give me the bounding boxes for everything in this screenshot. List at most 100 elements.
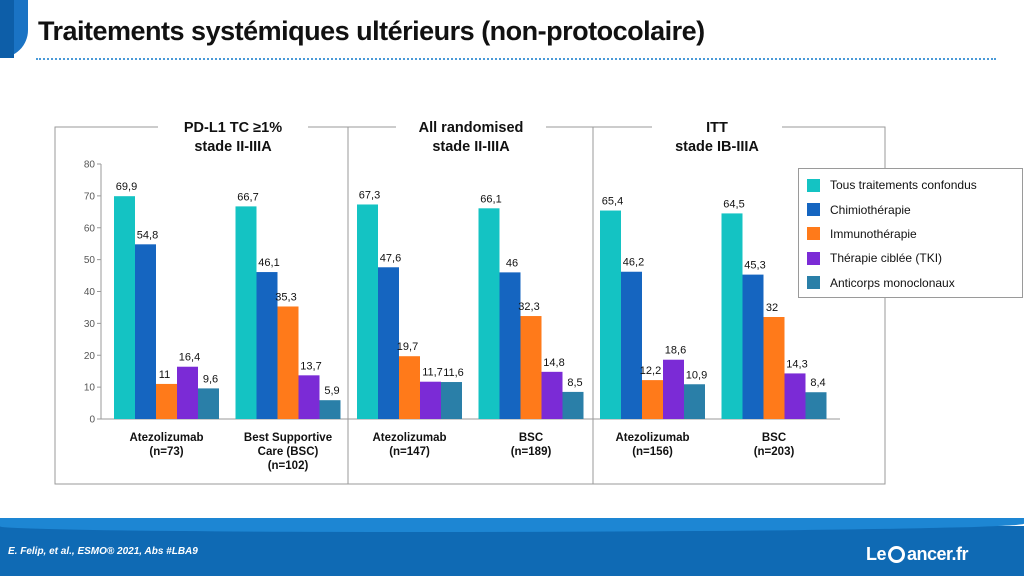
x-category-label: (n=73)	[149, 446, 183, 458]
legend-swatch	[807, 227, 820, 241]
x-category-label: (n=156)	[632, 446, 673, 458]
data-label: 65,4	[602, 196, 623, 208]
bars	[114, 196, 827, 419]
data-label: 66,1	[480, 193, 501, 205]
bar-3-cat-2	[277, 306, 299, 419]
x-category-label: Atezolizumab	[615, 432, 689, 444]
legend: Tous traitements confondus Chimiothérapie…	[798, 168, 1023, 298]
data-label: 46,2	[623, 257, 644, 269]
citation: E. Felip, et al., ESMO® 2021, Abs #LBA9	[8, 546, 198, 557]
bar-5-cat-5	[684, 384, 705, 419]
group-header-line2: stade IB-IIIA	[675, 139, 759, 155]
legend-label: Chimiothérapie	[830, 202, 911, 217]
bar-4-cat-4	[541, 371, 563, 419]
bar-5-cat-2	[319, 400, 341, 419]
data-label: 35,3	[275, 291, 296, 303]
data-label: 69,9	[116, 181, 137, 193]
x-category-label: BSC	[519, 432, 543, 444]
legend-label: Thérapie ciblée (TKI)	[830, 251, 943, 266]
data-label: 11	[159, 369, 170, 381]
group-header-mask	[396, 119, 546, 135]
x-axis-labels: Atezolizumab (n=73) Best Supportive Care (B…	[129, 432, 794, 472]
data-label: 11,7	[422, 367, 443, 379]
bar-5-cat-3	[441, 382, 462, 419]
group-header-line1: All randomised	[419, 120, 524, 136]
legend-item: Tous traitements confondus	[807, 173, 1022, 197]
bar-5-cat-4	[562, 391, 584, 419]
x-category-label: Atezolizumab	[372, 432, 446, 444]
legend-label: Immunothérapie	[830, 226, 917, 241]
bar-3-cat-6	[763, 317, 785, 419]
bar-4-cat-2	[298, 375, 320, 419]
y-axis: 0 10 20 30 40 50 60 70 80	[84, 160, 840, 426]
bar-2-cat-4	[499, 272, 521, 419]
y-tick-label: 40	[84, 287, 96, 298]
y-tick-label: 20	[84, 351, 96, 362]
group-header-mask	[158, 119, 308, 135]
bar-2-cat-1	[135, 244, 156, 419]
bar-5-cat-1	[198, 388, 219, 419]
y-tick-label: 80	[84, 160, 96, 171]
value-labels: 69,9 54,8 11 16,49,6 66,7 46,1 35,3 13,7 5,9 67,3…	[116, 181, 826, 397]
data-label: 13,7	[300, 360, 321, 372]
data-label: 66,7	[237, 191, 258, 203]
y-tick-label: 0	[89, 415, 95, 426]
bar-4-cat-6	[784, 373, 806, 419]
data-label: 67,3	[359, 189, 380, 201]
data-label: 64,5	[723, 198, 744, 210]
y-tick-label: 30	[84, 319, 96, 330]
data-label: 19,7	[397, 341, 418, 353]
bar-2-cat-6	[742, 274, 764, 419]
bar-3-cat-3	[399, 356, 420, 419]
bar-4-cat-1	[177, 366, 198, 419]
legend-item: Anticorps monoclonaux	[807, 271, 1022, 295]
bar-3-cat-1	[156, 383, 177, 419]
logo-text-end: ancer.fr	[907, 543, 969, 564]
bar-2-cat-2	[256, 272, 278, 419]
x-category-label: (n=203)	[754, 446, 795, 458]
legend-swatch	[807, 251, 820, 265]
data-label: 46	[506, 257, 518, 269]
x-category-label: (n=147)	[389, 446, 430, 458]
bar-1-cat-6	[721, 213, 743, 419]
data-label: 47,6	[380, 252, 401, 264]
x-category-label: (n=102)	[268, 460, 309, 472]
bar-2-cat-5	[621, 271, 642, 419]
data-label: 16,4	[179, 352, 200, 364]
data-label: 45,3	[744, 260, 765, 272]
data-label: 12,2	[640, 365, 661, 377]
legend-swatch	[807, 276, 820, 290]
title-divider	[36, 58, 996, 60]
page-title: Traitements systémiques ultérieurs (non-…	[38, 16, 705, 46]
y-tick-label: 70	[84, 191, 96, 202]
data-label: 10,9	[686, 369, 707, 381]
legend-swatch	[807, 178, 820, 192]
data-label: 54,8	[137, 229, 158, 241]
bar-1-cat-4	[478, 208, 500, 419]
bar-4-cat-5	[663, 359, 684, 419]
group-header-line2: stade II-IIIA	[194, 139, 272, 155]
x-category-label: (n=189)	[511, 446, 552, 458]
x-category-label: Atezolizumab	[129, 432, 203, 444]
bar-2-cat-3	[378, 267, 399, 419]
data-label: 5,9	[324, 385, 339, 397]
group-header-line2: stade II-IIIA	[432, 139, 510, 155]
data-label: 11,6	[443, 367, 464, 379]
corner-accent	[0, 0, 28, 58]
legend-label: Anticorps monoclonaux	[830, 275, 955, 290]
bar-3-cat-5	[642, 380, 663, 419]
legend-item: Thérapie ciblée (TKI)	[807, 246, 1022, 270]
x-category-label: Best Supportive	[244, 432, 332, 444]
data-label: 14,3	[786, 358, 807, 370]
data-label: 18,6	[665, 345, 686, 357]
data-label: 8,5	[567, 377, 582, 389]
logo-text-start: Le	[866, 543, 887, 564]
legend-label: Tous traitements confondus	[830, 178, 977, 193]
group-header-line1: ITT	[706, 120, 728, 136]
bar-1-cat-5	[600, 210, 621, 419]
footer-band	[0, 518, 1024, 576]
bar-5-cat-6	[805, 392, 827, 419]
legend-item: Chimiothérapie	[807, 197, 1022, 221]
y-tick-label: 10	[84, 383, 96, 394]
